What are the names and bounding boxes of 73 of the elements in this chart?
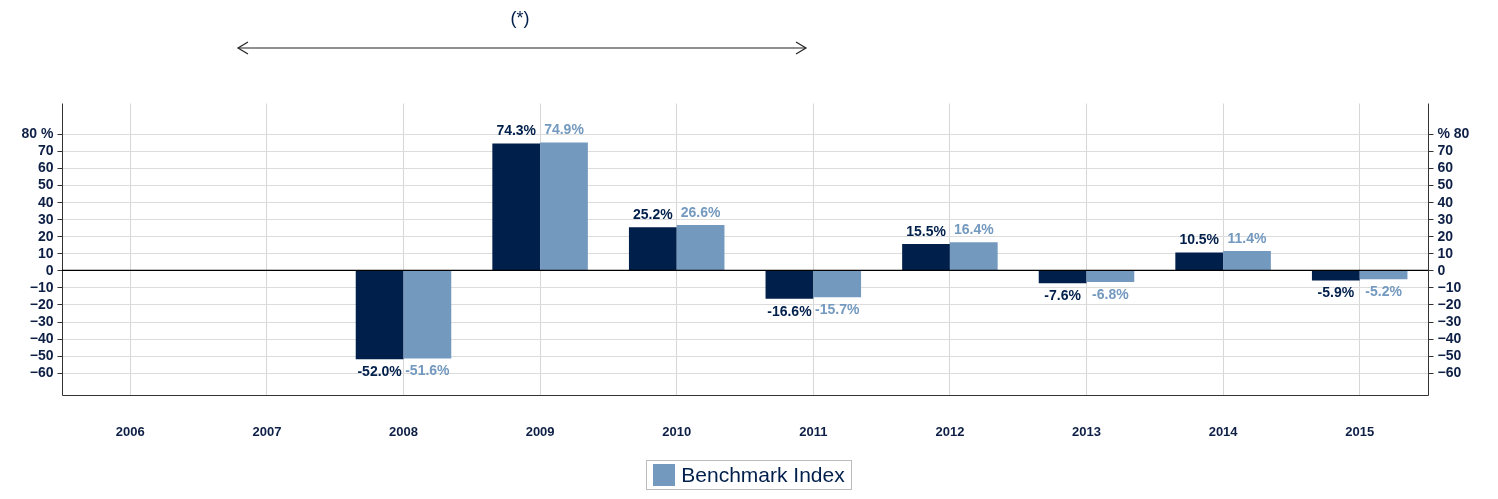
y2-tick-label: 40 xyxy=(1437,193,1454,210)
bar xyxy=(628,227,677,271)
y-tick-label: −20 xyxy=(29,296,54,312)
y2-tick-label: −10 xyxy=(1437,278,1462,295)
data-label: 26.6% xyxy=(680,203,721,220)
bar xyxy=(540,142,588,271)
bar xyxy=(403,270,452,359)
y2-tick-label: % 80 xyxy=(1437,125,1470,142)
y2-tick-label: 70 xyxy=(1437,142,1454,159)
x-tick-label: 2008 xyxy=(389,423,418,439)
y2-tick-label: 10 xyxy=(1437,244,1454,261)
data-label: 74.9% xyxy=(544,121,585,138)
y-tick-label: 60 xyxy=(37,159,54,176)
x-tick-label: 2007 xyxy=(252,423,282,439)
data-label: 10.5% xyxy=(1179,231,1220,248)
data-label: 16.4% xyxy=(953,221,995,238)
y2-tick-label: −20 xyxy=(1437,296,1462,312)
x-tick-label: 2013 xyxy=(1072,423,1101,439)
y2-tick-label: 50 xyxy=(1437,176,1454,193)
y-tick-label: −40 xyxy=(29,330,54,347)
y-tick-label: 50 xyxy=(37,176,54,193)
y-tick-label: −50 xyxy=(29,347,54,364)
y2-tick-label: −50 xyxy=(1437,347,1462,364)
bar xyxy=(949,242,998,271)
x-tick-label: 2010 xyxy=(662,423,692,439)
y-tick-label: 70 xyxy=(37,142,54,159)
data-label: 25.2% xyxy=(632,206,674,223)
y-tick-label: −30 xyxy=(29,313,54,330)
x-tick-label: 2009 xyxy=(525,423,555,439)
bar xyxy=(676,224,725,271)
y2-tick-label: −60 xyxy=(1437,364,1462,381)
data-label: -5.2% xyxy=(1365,283,1403,300)
bar xyxy=(902,243,950,271)
bar xyxy=(355,270,404,360)
data-label: 15.5% xyxy=(906,222,947,239)
data-label: -6.8% xyxy=(1092,285,1130,302)
bar xyxy=(492,143,541,271)
data-label: -51.6% xyxy=(405,362,451,379)
y-tick-label: 30 xyxy=(37,210,54,227)
y2-tick-label: 30 xyxy=(1437,210,1454,227)
y-tick-label: −60 xyxy=(29,364,54,381)
y2-tick-label: −40 xyxy=(1437,330,1462,347)
text: (*) xyxy=(509,8,531,29)
y-tick-label: 20 xyxy=(37,227,54,244)
x-tick-label: 2006 xyxy=(115,423,145,439)
legend-label: Benchmark Index xyxy=(681,463,845,487)
y2-tick-label: 60 xyxy=(1437,159,1454,176)
data-label: -16.6% xyxy=(767,302,813,319)
bar xyxy=(1223,250,1271,271)
y-tick-label: 0 xyxy=(45,261,54,278)
bar xyxy=(1175,252,1224,271)
x-tick-label: 2015 xyxy=(1345,423,1375,439)
y2-tick-label: −30 xyxy=(1437,313,1462,330)
x-tick-label: 2011 xyxy=(799,423,828,439)
data-label: 74.3% xyxy=(496,122,537,139)
bar xyxy=(765,270,814,299)
bar xyxy=(813,270,862,298)
y2-tick-label: 20 xyxy=(1437,227,1454,244)
y-tick-label: −10 xyxy=(29,278,54,295)
x-tick-label: 2012 xyxy=(935,423,965,439)
data-label: -15.7% xyxy=(815,301,860,318)
y-tick-label: 80 % xyxy=(21,125,55,142)
y-tick-label: 40 xyxy=(37,193,54,210)
data-label: 11.4% xyxy=(1227,229,1267,246)
data-label: -52.0% xyxy=(357,363,403,380)
y-tick-label: 10 xyxy=(37,244,54,261)
data-label: -5.9% xyxy=(1317,284,1355,301)
x-tick-label: 2014 xyxy=(1208,423,1239,439)
data-label: -7.6% xyxy=(1044,287,1082,304)
bar xyxy=(1038,270,1087,284)
bar xyxy=(1311,270,1360,281)
bar xyxy=(1086,270,1135,282)
y2-tick-label: 0 xyxy=(1437,261,1446,278)
